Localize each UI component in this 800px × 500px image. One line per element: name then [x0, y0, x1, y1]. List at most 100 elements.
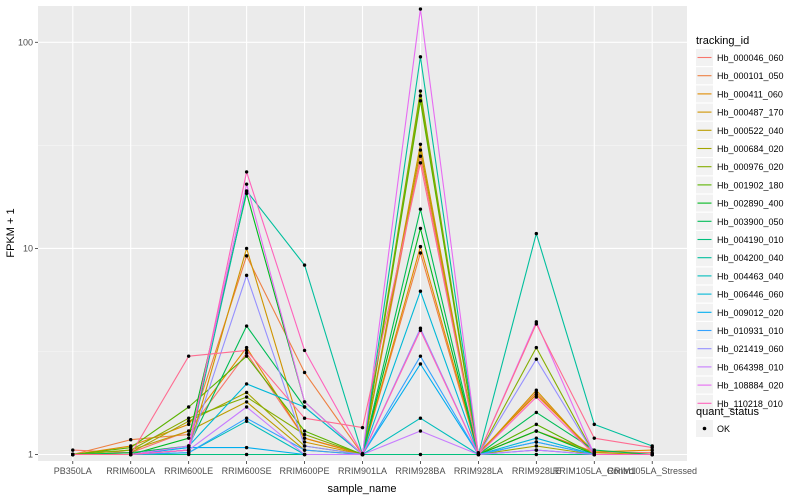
legend-item: Hb_001902_180: [696, 176, 784, 194]
data-point: [418, 416, 423, 420]
legend-item: Hb_004200_040: [696, 249, 784, 267]
data-point: [302, 452, 307, 457]
legend-item: Hb_003900_050: [696, 212, 784, 230]
data-point: [650, 448, 654, 452]
data-point: [534, 395, 539, 399]
data-point: [418, 251, 423, 255]
data-point: [244, 351, 249, 355]
legend-label: Hb_009012_020: [717, 308, 784, 318]
x-tick-label: RRIM105LA_Stressed: [607, 466, 697, 476]
data-point: [418, 244, 423, 249]
legend-label: Hb_000522_040: [717, 126, 784, 136]
legend-label: Hb_010931_010: [717, 326, 784, 336]
y-tick-label: 100: [18, 37, 33, 47]
data-point: [650, 452, 654, 457]
legend-label: Hb_000101_050: [717, 71, 784, 81]
legend: tracking_id Hb_000046_060 Hb_000101_050 Hb…: [696, 35, 784, 437]
data-point: [244, 419, 249, 423]
legend-title: tracking_id: [696, 35, 749, 47]
data-point: [418, 94, 423, 98]
y-tick-label: 10: [23, 243, 33, 253]
x-tick-label: RRIM928LE: [512, 466, 561, 476]
data-point: [534, 357, 539, 361]
data-point: [244, 354, 249, 358]
legend-item: Hb_000411_060: [696, 85, 783, 103]
data-point: [244, 182, 249, 186]
data-point: [534, 393, 539, 397]
data-point: [302, 440, 307, 444]
legend-label: Hb_004200_040: [717, 253, 784, 263]
y-axis-title: FPKM + 1: [5, 208, 17, 257]
legend-label: Hb_000976_020: [717, 162, 784, 172]
x-tick-label: RRIM600LA: [106, 466, 155, 476]
data-point: [244, 400, 249, 404]
data-point: [71, 448, 75, 452]
data-point: [244, 189, 249, 193]
data-point: [418, 7, 423, 11]
legend-item: Hb_002890_400: [696, 194, 784, 212]
data-point: [418, 154, 423, 158]
data-point: [534, 436, 539, 440]
data-point: [186, 422, 191, 427]
legend-item: Hb_000522_040: [696, 121, 784, 139]
legend-item: Hb_110218_010: [696, 394, 783, 412]
legend-shape-items: OK: [696, 420, 730, 437]
legend-label: Hb_003900_050: [717, 217, 784, 227]
x-tick-label: RRIM600PE: [280, 466, 330, 476]
data-point: [418, 207, 423, 211]
legend-item: Hb_000046_060: [696, 49, 784, 66]
data-point: [418, 89, 423, 93]
data-point: [418, 328, 423, 333]
legend-item: Hb_010931_010: [696, 322, 784, 339]
legend-item: Hb_006446_060: [696, 285, 784, 303]
legend-item: Hb_004463_040: [696, 267, 784, 285]
x-axis-title: sample_name: [327, 483, 396, 495]
data-point: [129, 452, 133, 457]
data-point: [186, 448, 191, 452]
legend-label: Hb_000046_060: [717, 53, 784, 63]
data-point: [186, 354, 191, 358]
legend-item: Hb_021419_060: [696, 340, 784, 358]
data-point: [302, 348, 307, 353]
data-point: [418, 99, 423, 103]
data-point: [186, 444, 191, 448]
legend-label: Hb_000684_020: [717, 144, 784, 154]
x-tick-label: PB350LA: [54, 466, 92, 476]
data-point: [418, 148, 423, 152]
data-point: [129, 448, 133, 452]
data-point: [534, 388, 539, 392]
grid-lines: [38, 6, 687, 461]
legend-label: Hb_004463_040: [717, 271, 784, 281]
legend-items: Hb_000046_060 Hb_000101_050 Hb_000411_060 H…: [696, 49, 784, 412]
data-point: [534, 422, 539, 427]
data-point: [244, 395, 249, 399]
data-point: [186, 451, 191, 455]
data-point: [244, 405, 249, 409]
legend-item: Hb_000487_170: [696, 103, 784, 121]
data-point: [592, 452, 596, 457]
points-layer: [71, 7, 654, 457]
legend-shape-title: quant_status: [696, 406, 759, 418]
data-point: [302, 429, 307, 433]
legend-item: Hb_064398_010: [696, 358, 784, 376]
x-tick-label: RRIM600LE: [164, 466, 213, 476]
data-point: [592, 422, 596, 427]
data-point: [302, 444, 307, 448]
data-point: [186, 416, 191, 420]
y-tick-label: 1: [28, 450, 33, 460]
data-point: [186, 436, 191, 440]
data-point: [302, 405, 307, 409]
x-tick-label: RRIM600SE: [222, 466, 272, 476]
data-point: [360, 425, 365, 430]
data-point: [418, 354, 423, 358]
data-point: [302, 432, 307, 437]
data-point: [244, 445, 249, 450]
data-point: [186, 429, 191, 433]
legend-item: Hb_000976_020: [696, 158, 784, 176]
legend-item: Hb_108884_020: [696, 376, 784, 394]
data-point: [244, 382, 249, 386]
data-point: [360, 452, 365, 457]
data-point: [534, 452, 539, 457]
data-point: [476, 452, 481, 457]
